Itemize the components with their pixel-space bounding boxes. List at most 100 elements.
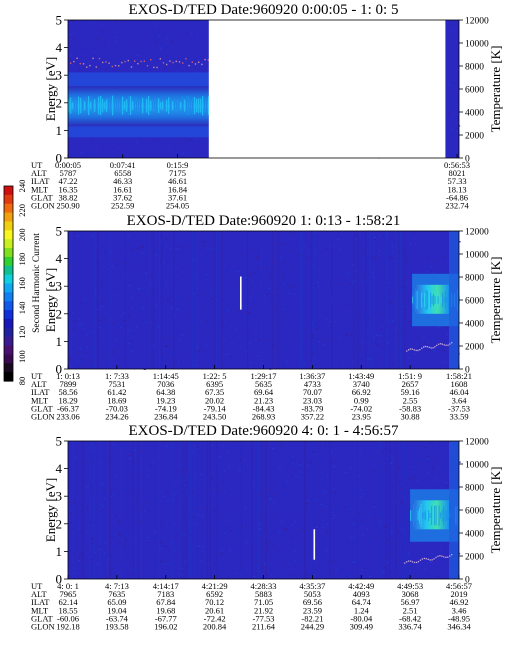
orbit-value: 7175 [169,168,186,178]
panel-title: EXOS-D/TED Date:960920 0:00:05 - 1: 0: 5 [129,2,399,18]
orbit-value: 57.33 [447,176,466,186]
low-energy-band [68,57,210,138]
colorbar-swatch [4,230,13,240]
orbit-value: 336.74 [398,622,422,632]
orbit-value: 1: 0:13 [56,371,80,381]
orbit-value: 67.84 [156,597,176,607]
energy-tick-label: 5 [56,13,63,28]
orbit-value: -79.14 [204,403,227,413]
orbit-value: 18.55 [58,605,77,615]
orbit-value: 1: 7:33 [105,371,129,381]
orbit-value: -60.06 [57,613,79,623]
orbit-row-label: ALT [31,379,48,389]
colorbar-swatch [4,292,13,302]
orbit-value: 1:14:45 [153,371,179,381]
hot-plasma-region [404,441,460,579]
energy-tick-label: 2 [56,306,63,321]
orbit-value: 18.69 [107,395,126,405]
colorbar-tick-label: 240 [17,180,27,193]
temperature-tick-label: 4000 [465,530,484,540]
orbit-value: 309.49 [350,622,373,632]
orbit-value: 1608 [451,379,468,389]
orbit-value: -67.77 [155,613,177,623]
orbit-value: -74.02 [350,403,372,413]
orbit-value: 65.09 [107,597,126,607]
energy-tick-label: 1 [56,123,63,138]
orbit-row-label: ILAT [31,597,50,607]
orbit-value: 0:56:53 [444,160,470,170]
colorbar-swatch [4,310,13,320]
colorbar-swatch [4,363,13,373]
colorbar-swatches [4,186,13,382]
orbit-value: 20.02 [205,395,224,405]
orbit-value: 4:28:33 [251,581,277,591]
orbit-value: 46.33 [113,176,132,186]
orbit-value: 192.18 [56,622,79,632]
orbit-value: -70.03 [106,403,128,413]
orbit-value: 33.59 [449,412,468,422]
temperature-tick-label: 12000 [465,438,489,448]
orbit-value: 3068 [402,589,419,599]
orbit-value: -66.37 [57,403,79,413]
orbit-value: 47.22 [58,176,77,186]
orbit-value: 23.59 [303,605,322,615]
colorbar-tick-label: 100 [17,350,27,363]
colorbar-swatch [4,345,13,356]
orbit-row-label: GLAT [31,403,54,413]
orbit-value: 1:58:21 [446,371,472,381]
colorbar-swatch [4,194,13,205]
spectrogram-background [68,231,459,369]
orbit-value: 4:14:17 [153,581,179,591]
orbit-value: 21.23 [254,395,273,405]
colorbar-tick-label: 180 [17,253,27,266]
energy-tick-label: 0 [56,572,63,587]
energy-tick-label: 3 [56,68,63,83]
orbit-value: 18.29 [58,395,77,405]
temperature-tick-label: 2000 [465,343,484,353]
colorbar: 240 220 200 180 160 140 120 100 80 Second Harmon… [3,180,42,385]
orbit-row-label: MLT [31,605,49,615]
orbit-value: 16.61 [113,184,132,194]
orbit-row-label: MLT [31,184,49,194]
orbit-value: 37.62 [113,192,132,202]
temperature-tick-label: 10000 [465,251,489,261]
temperature-tick-label: 6000 [465,86,484,96]
orbit-value: 6592 [206,589,223,599]
colorbar-swatch [4,327,13,338]
orbit-table: UT 1: 0:13 1: 7:33 1:14:45 1:22: 5 1:29:17 1:3… [31,371,472,422]
panel-title: EXOS-D/TED Date:960920 1: 0:13 - 1:58:21 [127,213,401,229]
hot-plasma-region [406,231,460,369]
orbit-value: 346.34 [447,622,471,632]
colorbar-swatch [4,301,13,311]
energy-axis: 0 1 2 3 4 5 Energy [eV] [43,434,68,587]
temperature-tick-label: 2000 [465,132,484,142]
energy-axis-label: Energy [eV] [43,57,58,121]
orbit-value: -48.95 [448,613,470,623]
orbit-value: 67.35 [205,387,224,397]
colorbar-tick-label: 140 [17,302,27,315]
energy-axis: 0 1 2 3 4 5 Energy [eV] [43,13,68,166]
orbit-value: 23.03 [303,395,322,405]
energy-tick-label: 1 [56,334,63,349]
orbit-value: 7635 [108,589,125,599]
orbit-value: -72.42 [204,613,226,623]
orbit-value: -74.19 [155,403,177,413]
temperature-tick-label: 8000 [465,274,484,284]
orbit-value: 5635 [255,379,272,389]
orbit-value: 70.07 [303,387,322,397]
orbit-value: 4093 [353,589,370,599]
energy-tick-label: 3 [56,279,63,294]
orbit-value: 66.92 [352,387,371,397]
orbit-value: 211.64 [252,622,276,632]
data-gap [208,20,446,158]
energy-tick-label: 4 [56,251,63,266]
orbit-value: 62.14 [58,597,78,607]
orbit-value: 0:07:41 [110,160,136,170]
orbit-value: 46.61 [168,176,187,186]
colorbar-tick-label: 220 [17,204,27,217]
orbit-value: 1:51: 9 [398,371,422,381]
orbit-value: -37.53 [448,403,470,413]
colorbar-frame [3,185,14,382]
orbit-value: 1:29:17 [251,371,277,381]
temperature-axis: 0 2000 4000 6000 8000 10000 12000 Temperature [… [459,17,503,165]
